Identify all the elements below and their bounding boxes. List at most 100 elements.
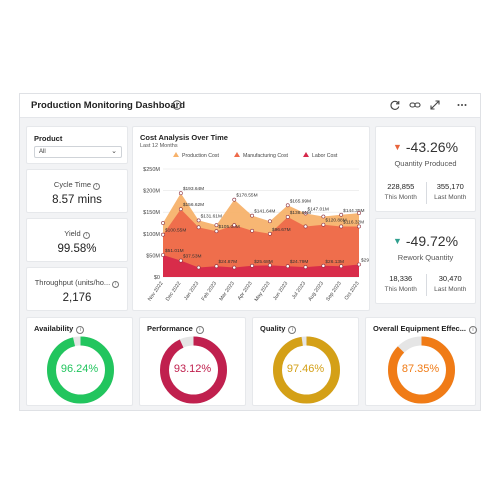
data-point bbox=[196, 218, 201, 223]
yield-value: 99.58% bbox=[57, 243, 97, 255]
legend-item[interactable]: Manufacturing Cost bbox=[234, 152, 289, 159]
y-tick-label: $200M bbox=[143, 189, 160, 195]
gauge-value: 93.12% bbox=[173, 363, 212, 375]
data-point bbox=[268, 263, 272, 268]
gauge-value: 87.35% bbox=[401, 363, 440, 375]
link-icon[interactable] bbox=[409, 99, 421, 111]
divider bbox=[425, 182, 427, 204]
product-select[interactable]: All ⌄ bbox=[34, 146, 122, 158]
data-point bbox=[339, 264, 344, 269]
availability-gauge bbox=[47, 336, 114, 404]
expand-icon[interactable] bbox=[429, 99, 441, 111]
oee-card: Overall Equipment Effec... i 87.35% bbox=[365, 317, 477, 406]
x-tick-label: May 2023 bbox=[254, 281, 272, 303]
data-point bbox=[232, 223, 237, 228]
rework-quantity-change: ▼ -49.72% bbox=[392, 233, 459, 249]
y-tick-label: $150M bbox=[143, 210, 160, 216]
gauge-title: Quality i bbox=[260, 324, 297, 334]
legend-item[interactable]: Labor Cost bbox=[303, 152, 338, 159]
gauge-arc bbox=[273, 336, 340, 404]
y-tick-label: $100M bbox=[143, 232, 160, 238]
data-point bbox=[161, 232, 165, 237]
refresh-icon[interactable] bbox=[389, 99, 401, 111]
info-icon: i bbox=[82, 232, 90, 239]
gauge-title: Overall Equipment Effec... i bbox=[373, 324, 477, 334]
data-label: $96.67M bbox=[272, 227, 291, 233]
info-icon: i bbox=[93, 183, 101, 190]
data-label: $100.55M bbox=[165, 228, 186, 234]
data-point bbox=[285, 215, 290, 219]
product-filter-card: Product All ⌄ bbox=[26, 126, 128, 164]
rework-last-month: 30,470 Last Month bbox=[434, 274, 467, 293]
cycle-time-value: 8.57 mins bbox=[52, 194, 102, 206]
availability-card: Availability i 96.24% bbox=[26, 317, 133, 406]
quality-gauge bbox=[273, 336, 340, 404]
info-icon: i bbox=[195, 326, 204, 334]
info-icon: i bbox=[288, 326, 297, 334]
data-label: $37.53M bbox=[183, 254, 202, 260]
chart-title: Cost Analysis Over Time bbox=[140, 133, 228, 142]
legend-label: Labor Cost bbox=[312, 153, 338, 159]
data-point bbox=[285, 264, 290, 269]
x-tick-label: Nov 2022 bbox=[147, 281, 165, 303]
data-point bbox=[303, 265, 308, 269]
gauge-title: Availability i bbox=[34, 324, 85, 334]
rework-quantity-label: Rework Quantity bbox=[397, 253, 454, 262]
throughput-label: Throughput (units/ho... i bbox=[27, 278, 127, 288]
data-point bbox=[357, 211, 361, 215]
data-label: $131.61M bbox=[201, 213, 222, 219]
data-point bbox=[268, 219, 272, 224]
data-label: $141.64M bbox=[254, 209, 275, 215]
x-tick-label: Apr 2023 bbox=[237, 281, 254, 302]
chevron-down-icon: ⌄ bbox=[111, 148, 117, 155]
quantity-produced-card: ▼ -43.26% Quantity Produced 228,855 This … bbox=[375, 126, 476, 212]
series-area bbox=[163, 209, 359, 277]
info-icon[interactable] bbox=[172, 100, 182, 110]
performance-gauge bbox=[160, 336, 227, 404]
data-point bbox=[321, 263, 326, 268]
data-point bbox=[321, 222, 326, 227]
y-tick-label: $250M bbox=[143, 167, 160, 173]
info-icon: i bbox=[468, 326, 477, 334]
divider bbox=[425, 274, 427, 296]
legend-item[interactable]: Production Cost bbox=[173, 152, 219, 159]
info-icon: i bbox=[76, 326, 85, 334]
data-label: $51.01M bbox=[165, 248, 184, 254]
data-point bbox=[196, 265, 201, 270]
data-point bbox=[214, 223, 219, 228]
gauge-value: 96.24% bbox=[60, 363, 99, 375]
data-label: $105.00M bbox=[218, 224, 239, 230]
page-title: Production Monitoring Dashboard bbox=[31, 100, 186, 111]
data-point bbox=[214, 264, 219, 269]
data-point bbox=[321, 214, 326, 219]
data-point bbox=[196, 225, 201, 230]
data-point bbox=[303, 211, 308, 216]
data-point bbox=[178, 207, 183, 212]
chart-subtitle: Last 12 Months bbox=[140, 143, 178, 149]
performance-card: Performance i 93.12% bbox=[139, 317, 246, 406]
x-tick-label: Mar 2023 bbox=[218, 281, 236, 302]
quantity-this-month: 228,855 This Month bbox=[384, 182, 417, 201]
product-filter-label: Product bbox=[34, 134, 63, 143]
x-tick-label: Jun 2023 bbox=[272, 281, 289, 302]
more-options-icon[interactable] bbox=[456, 99, 468, 111]
x-tick-label: Jan 2023 bbox=[183, 281, 200, 302]
data-point bbox=[232, 265, 237, 270]
data-point bbox=[232, 197, 237, 202]
data-label: $165.99M bbox=[290, 198, 311, 204]
rework-this-month: 18,336 This Month bbox=[384, 274, 417, 293]
quantity-last-month: 355,170 Last Month bbox=[434, 182, 467, 201]
x-tick-label: Oct 2023 bbox=[344, 281, 361, 302]
data-label: $178.55M bbox=[236, 193, 257, 199]
legend-swatch bbox=[173, 152, 179, 157]
gauge-value: 97.46% bbox=[286, 363, 325, 375]
data-label: $144.35M bbox=[343, 208, 364, 214]
data-label: $26.13M bbox=[325, 259, 344, 265]
data-point bbox=[161, 253, 165, 257]
gauge-arc bbox=[160, 336, 227, 404]
throughput-card: Throughput (units/ho... i 2,176 bbox=[26, 267, 128, 311]
data-label: $156.62M bbox=[183, 202, 204, 208]
down-arrow-icon: ▼ bbox=[392, 236, 402, 246]
data-point bbox=[178, 191, 183, 196]
dashboard: Production Monitoring Dashboard Product … bbox=[19, 93, 481, 411]
